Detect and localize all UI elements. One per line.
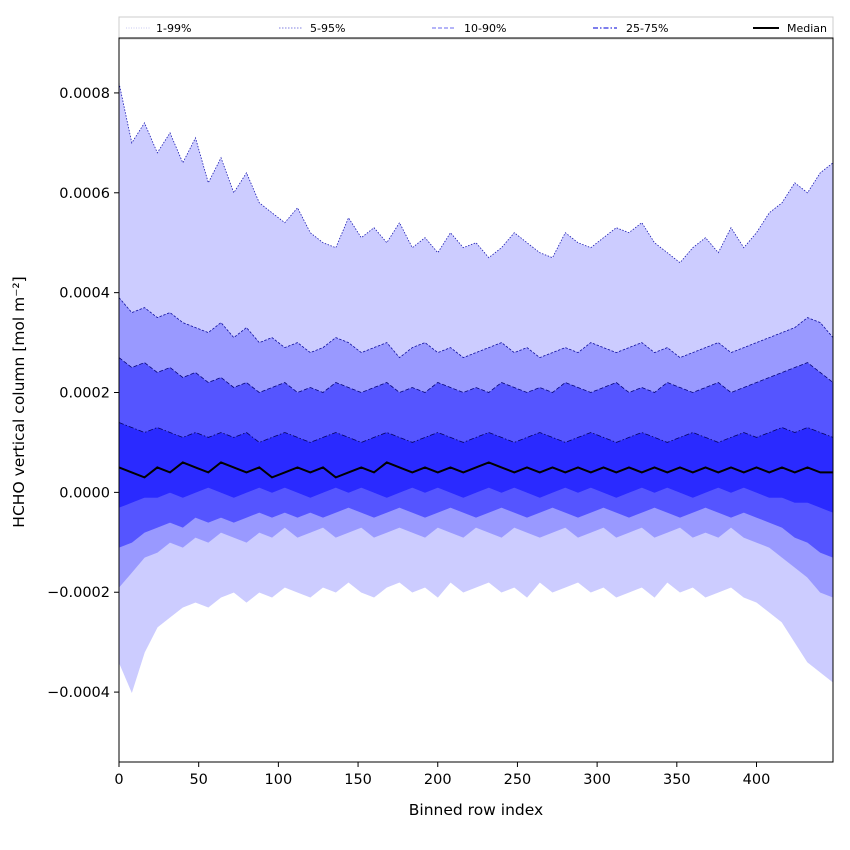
x-tick-label: 300	[583, 772, 611, 788]
y-tick-label: −0.0002	[47, 585, 110, 601]
y-axis-ticks: −0.0004 −0.0002 0.0000 0.0002 0.0004 0.0006 0.…	[47, 86, 119, 701]
legend-label-5-95: 5-95%	[310, 22, 345, 35]
percentile-edges	[119, 82, 833, 693]
x-tick-label: 100	[265, 772, 293, 788]
y-tick-label: 0.0002	[59, 386, 110, 402]
x-tick-label: 150	[344, 772, 372, 788]
y-tick-label: 0.0006	[59, 186, 110, 202]
band-lower-line-5-95%	[119, 526, 833, 598]
plot-frame	[118, 37, 834, 763]
median-line	[119, 461, 833, 479]
y-tick-label: 0.0008	[59, 86, 110, 102]
band-upper-line-10-90%	[119, 357, 833, 393]
band-upper-line-1-99%	[119, 82, 833, 264]
y-tick-label: 0.0004	[59, 286, 110, 302]
x-tick-label: 200	[424, 772, 452, 788]
y-tick-label: 0.0000	[59, 485, 110, 501]
x-tick-label: 400	[743, 772, 771, 788]
band-lower-line-25-75%	[119, 487, 833, 513]
x-tick-label: 350	[663, 772, 691, 788]
median-layer	[119, 461, 833, 479]
band-upper-line-5-95%	[119, 297, 833, 359]
band-upper-line-25-75%	[119, 422, 833, 443]
legend-label-10-90: 10-90%	[464, 22, 506, 35]
x-axis-ticks: 0 50 100 150 200 250 300 350 400	[114, 762, 770, 788]
x-axis-title: Binned row index	[409, 801, 543, 819]
legend-label-1-99: 1-99%	[156, 22, 191, 35]
band-lower-line-1-99%	[119, 581, 833, 693]
legend-frame	[118, 16, 834, 40]
legend-label-median: Median	[787, 22, 827, 35]
legend-label-25-75: 25-75%	[626, 22, 668, 35]
legend: 1-99% 5-95% 10-90% 25-75% Median	[118, 16, 834, 40]
y-axis-title: HCHO vertical column [mol m⁻²]	[10, 276, 28, 527]
x-tick-label: 50	[189, 772, 207, 788]
y-tick-label: −0.0004	[47, 685, 110, 701]
band-lower-line-10-90%	[119, 507, 833, 558]
x-tick-label: 250	[504, 772, 532, 788]
x-tick-label: 0	[114, 772, 123, 788]
